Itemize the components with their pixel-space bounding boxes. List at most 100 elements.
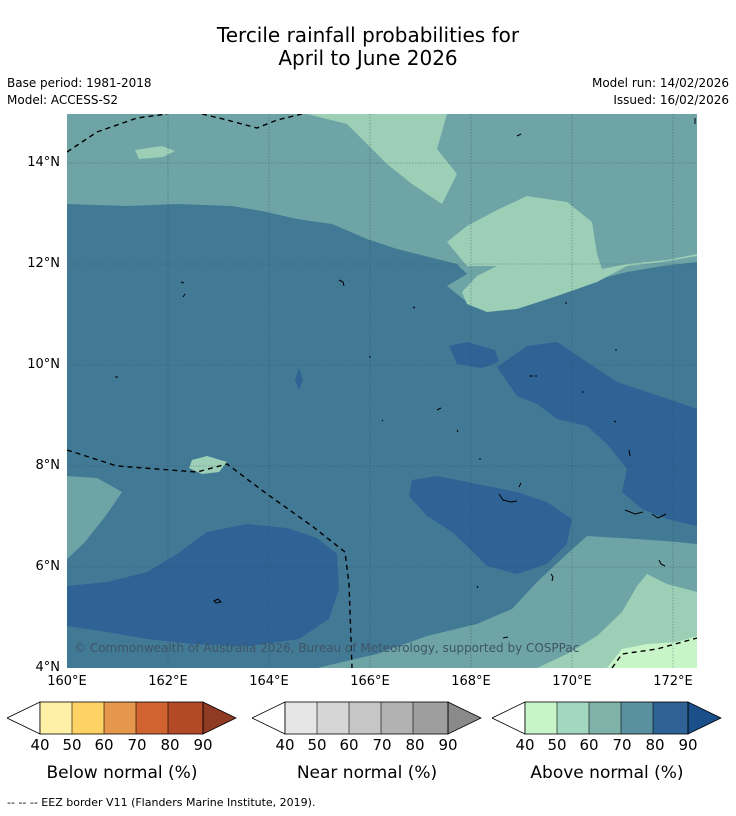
cbar-below-40 xyxy=(40,702,72,734)
lat-label-8n: 8°N xyxy=(35,458,61,473)
cbar-below-70 xyxy=(136,702,168,734)
atoll-13 xyxy=(436,407,442,411)
cbar-above-tick-40: 40 xyxy=(515,736,535,754)
cbar-below-tick-40: 40 xyxy=(30,736,50,754)
lon-label-164e: 164°E xyxy=(249,674,289,689)
cbar-above-tick-90: 90 xyxy=(678,736,698,754)
lat-label-4n: 4°N xyxy=(35,660,61,675)
cbar-near-under xyxy=(252,701,286,735)
atoll-4 xyxy=(180,281,185,284)
cbar-above-under xyxy=(492,701,526,735)
lat-label-6n: 6°N xyxy=(35,559,61,574)
cbar-below-over xyxy=(202,701,237,735)
lon-label-160e: 160°E xyxy=(47,674,87,689)
graticule xyxy=(67,114,697,668)
zone-40-50-south xyxy=(607,636,697,668)
zone-50-60-north xyxy=(267,114,697,312)
zone-80-90-small xyxy=(449,342,499,368)
lon-label-162e: 162°E xyxy=(148,674,188,689)
map-title-line2: April to June 2026 xyxy=(278,46,458,70)
atoll-20 xyxy=(624,509,667,519)
atolls xyxy=(115,118,696,639)
zone-80-90-sw xyxy=(67,524,339,646)
atoll-1 xyxy=(516,133,522,137)
lat-label-12n: 12°N xyxy=(27,256,60,271)
cbar-near-tick-90: 90 xyxy=(438,736,458,754)
model-label: Model: ACCESS-S2 xyxy=(7,93,119,107)
atoll-6 xyxy=(412,306,416,309)
atoll-5 xyxy=(182,293,186,298)
model-run-label: Model run: 14/02/2026 xyxy=(591,76,729,90)
cbar-near-40 xyxy=(285,702,317,734)
cbar-below-60 xyxy=(104,702,136,734)
eez-borders xyxy=(67,114,697,668)
probability-map xyxy=(67,114,697,668)
atoll-24 xyxy=(658,559,666,567)
cbar-above-tick-80: 80 xyxy=(645,736,665,754)
atoll-26 xyxy=(502,636,509,639)
cbar-above-40 xyxy=(525,702,557,734)
cbar-above-tick-50: 50 xyxy=(547,736,567,754)
colorbar-near-normal xyxy=(252,701,482,735)
colorbar-title-near: Near normal (%) xyxy=(296,763,438,783)
cbar-above-tick-60: 60 xyxy=(579,736,599,754)
cbar-near-tick-40: 40 xyxy=(275,736,295,754)
atoll-17 xyxy=(628,449,631,457)
eez-border-se xyxy=(611,637,697,668)
lon-label-168e: 168°E xyxy=(451,674,491,689)
cbar-near-tick-50: 50 xyxy=(307,736,327,754)
zone-50-60-patch-nw xyxy=(135,146,175,159)
cbar-below-tick-50: 50 xyxy=(62,736,82,754)
eez-footnote: -- -- -- EEZ border V11 (Flanders Marine… xyxy=(7,796,316,809)
cbar-above-70 xyxy=(621,702,653,734)
lon-label-166e: 166°E xyxy=(350,674,390,689)
cbar-below-tick-80: 80 xyxy=(160,736,180,754)
cbar-below-50 xyxy=(72,702,104,734)
cbar-below-80 xyxy=(168,702,203,734)
cbar-near-tick-70: 70 xyxy=(372,736,392,754)
atoll-25 xyxy=(476,585,479,589)
cbar-below-tick-70: 70 xyxy=(127,736,147,754)
cbar-below-tick-60: 60 xyxy=(94,736,114,754)
colorbar-above-normal xyxy=(492,701,722,735)
cbar-near-60 xyxy=(349,702,381,734)
cbar-above-60 xyxy=(589,702,621,734)
cbar-near-over xyxy=(447,701,482,735)
atoll-21 xyxy=(518,482,522,488)
colorbar-below-normal xyxy=(7,701,237,735)
issued-label: Issued: 16/02/2026 xyxy=(613,93,729,107)
cbar-near-70 xyxy=(381,702,413,734)
eez-border-north-2 xyxy=(201,114,303,129)
copyright-text: © Commonwealth of Australia 2026, Bureau… xyxy=(74,641,580,655)
atoll-14 xyxy=(381,419,384,422)
cbar-above-50 xyxy=(557,702,589,734)
eez-border-north xyxy=(67,114,168,153)
zone-80-90-islet xyxy=(295,368,303,390)
cbar-above-over xyxy=(687,701,722,735)
cbar-above-80 xyxy=(653,702,688,734)
cbar-below-tick-90: 90 xyxy=(193,736,213,754)
cbar-above-tick-70: 70 xyxy=(612,736,632,754)
map-title-line1: Tercile rainfall probabilities for xyxy=(216,23,520,47)
lon-label-170e: 170°E xyxy=(552,674,592,689)
colorbar-title-above: Above normal (%) xyxy=(530,763,684,783)
zone-50-60-patch-w xyxy=(189,456,227,474)
cbar-below-under xyxy=(7,701,41,735)
cbar-near-tick-80: 80 xyxy=(405,736,425,754)
zone-80-90-east xyxy=(497,342,697,526)
lat-label-14n: 14°N xyxy=(27,155,60,170)
cbar-near-80 xyxy=(413,702,448,734)
cbar-near-50 xyxy=(317,702,349,734)
atoll-22 xyxy=(213,598,223,604)
atoll-23 xyxy=(550,573,554,582)
cbar-near-tick-60: 60 xyxy=(339,736,359,754)
atoll-16 xyxy=(613,420,617,423)
colorbar-title-below: Below normal (%) xyxy=(46,763,198,783)
lat-label-10n: 10°N xyxy=(27,357,60,372)
zone-60-70-west xyxy=(67,476,122,559)
zone-80-90-central xyxy=(409,476,572,574)
atoll-3 xyxy=(338,279,345,287)
base-period-label: Base period: 1981-2018 xyxy=(7,76,152,90)
atoll-19 xyxy=(498,493,518,503)
atoll-15 xyxy=(456,429,459,433)
